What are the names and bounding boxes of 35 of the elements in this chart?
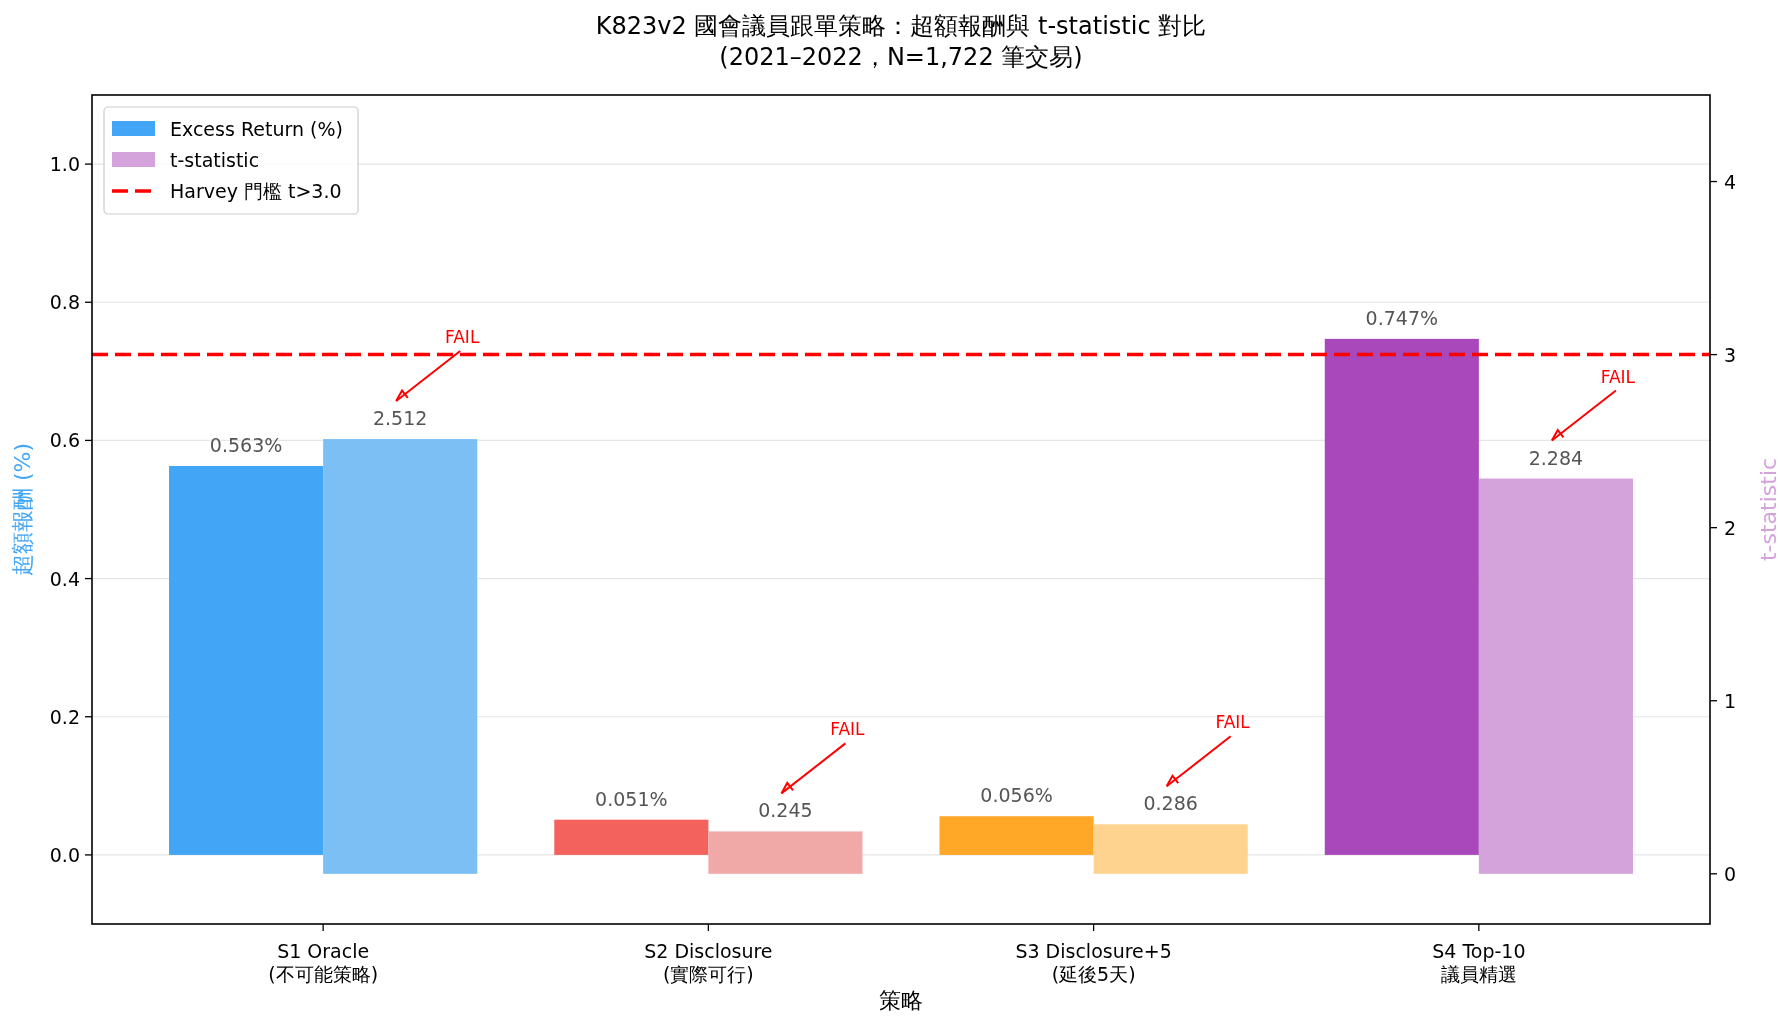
y2-tick-label: 0 [1724,862,1737,885]
legend-label: Harvey 門檻 t>3.0 [170,180,342,202]
x-tick-label: S2 Disclosure (實際可行) [644,940,773,985]
y-tick-label: 0.0 [49,843,80,866]
y-tick-label: 0.2 [49,705,80,728]
y2-tick-label: 3 [1724,343,1737,366]
data-label: 2.512 [372,407,428,430]
x-axis-title: 策略 [879,988,923,1013]
chart-title: K823v2 國會議員跟單策略：超額報酬與 t-statistic 對比 [595,12,1207,40]
annotation: FAIL [445,327,480,348]
data-label: 0.747% [1365,306,1439,329]
y-tick-label: 0.6 [49,429,80,452]
annotation: FAIL [1215,712,1251,733]
x-tick-label: S4 Top-10 議員精選 [1432,940,1526,985]
y2-tick-label: 4 [1724,170,1737,193]
x-tick-label: S1 Oracle (不可能策略) [268,940,379,985]
legend-label: Excess Return (%) [170,118,343,140]
data-label: 0.563% [209,433,283,456]
legend-label: t-statistic [170,149,260,171]
y-tick-label: 0.8 [49,291,80,314]
data-label: 0.286 [1143,792,1198,815]
y2-axis-title: t-statistic [1756,457,1781,562]
y-tick-label: 1.0 [49,153,80,176]
y-tick-label: 0.4 [49,567,80,590]
data-label: 0.245 [758,799,813,822]
y2-tick-label: 2 [1724,516,1737,539]
y2-tick-label: 1 [1724,689,1737,712]
chart-subtitle: (2021–2022，N=1,722 筆交易) [719,43,1083,71]
data-label: 0.056% [980,784,1053,807]
data-label: 0.051% [595,787,668,810]
annotation: FAIL [830,719,866,740]
annotation: FAIL [1600,366,1636,387]
y-axis-title: 超額報酬 (%) [10,442,35,577]
data-label: 2.284 [1528,446,1584,469]
x-tick-label: S3 Disclosure+5 (延後5天) [1015,940,1172,985]
